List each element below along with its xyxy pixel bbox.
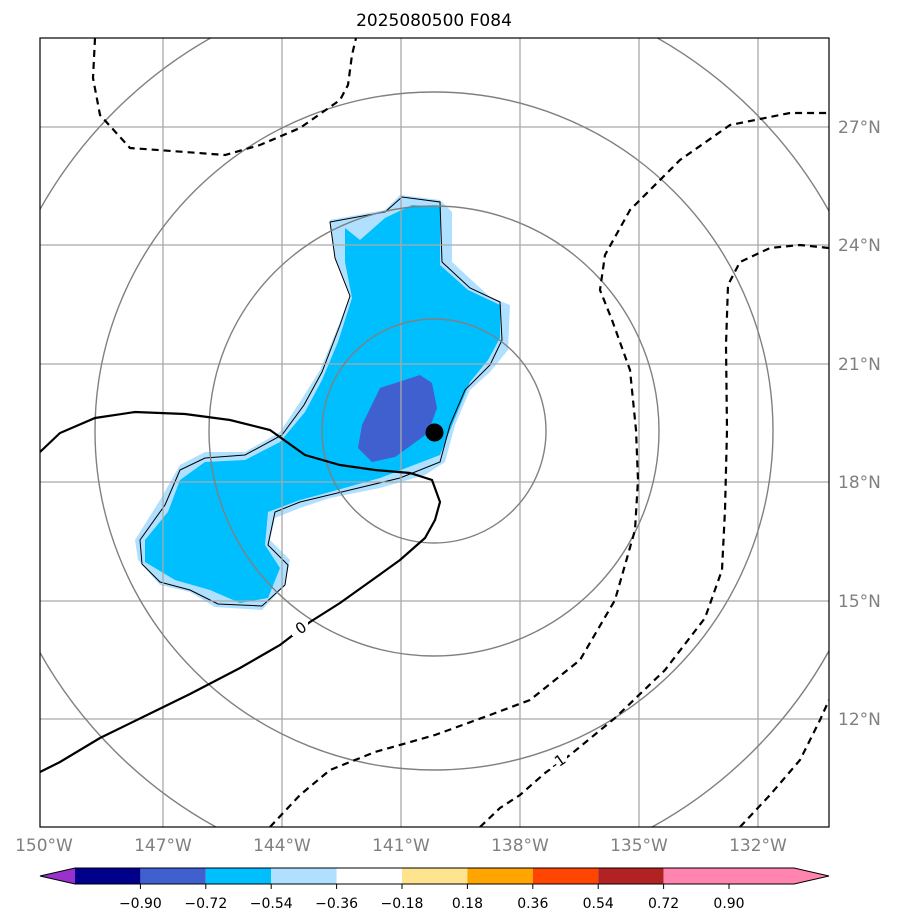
colorbar-segment-9: [598, 868, 664, 884]
dashed-contour-right: [479, 243, 829, 827]
colorbar-segment-4: [271, 868, 337, 884]
y-tick-18n: 18°N: [838, 473, 881, 493]
y-tick-12n: 12°N: [838, 710, 881, 730]
colorbar-tick-6: 0.18: [452, 896, 483, 912]
y-tick-27n: 27°N: [838, 118, 881, 138]
y-tick-21n: 21°N: [838, 355, 881, 375]
x-tick-144w: 144°W: [253, 836, 311, 856]
range-ring-3: [94, 91, 774, 771]
colorbar-segment-5: [336, 868, 402, 884]
x-axis-ticks: 150°W 147°W 144°W 141°W 138°W 135°W 132°…: [15, 836, 787, 856]
range-ring-1: [321, 318, 547, 544]
y-tick-24n: 24°N: [838, 236, 881, 256]
colorbar-tick-9: 0.72: [648, 896, 679, 912]
y-axis-ticks: 27°N 24°N 21°N 18°N 15°N 12°N: [838, 118, 881, 730]
colorbar-tick-5: −0.18: [381, 896, 424, 912]
colorbar-segment-7: [467, 868, 533, 884]
dashed-contour-bottom-right: [739, 699, 829, 827]
colorbar-segment-10: [663, 868, 729, 884]
colorbar-tick-7: 0.36: [517, 896, 548, 912]
colorbar-segment-3: [205, 868, 272, 884]
colorbar: −0.90 −0.72 −0.54 −0.36 −0.18 0.18 0.36 …: [39, 867, 830, 912]
colorbar-under-extension: [40, 868, 75, 884]
field-cyan: [145, 205, 500, 603]
colorbar-tick-8: 0.54: [583, 896, 614, 912]
colorbar-outline: [39, 867, 830, 885]
colorbar-tick-1: −0.90: [119, 896, 162, 912]
colorbar-tick-3: −0.54: [250, 896, 293, 912]
colorbar-tick-4: −0.36: [315, 896, 358, 912]
colorbar-tick-2: −0.72: [184, 896, 227, 912]
x-tick-135w: 135°W: [610, 836, 668, 856]
colorbar-segment-1: [75, 868, 141, 884]
y-tick-15n: 15°N: [838, 592, 881, 612]
dashed-contours: [91, 38, 829, 827]
x-tick-147w: 147°W: [134, 836, 192, 856]
field-boundary: [139, 196, 503, 607]
x-tick-150w: 150°W: [15, 836, 73, 856]
dashed-contour-main: [269, 111, 829, 827]
shaded-field: [135, 195, 510, 610]
colorbar-tick-10: 0.90: [713, 896, 744, 912]
solid-contour-zero: [40, 410, 442, 773]
x-tick-132w: 132°W: [729, 836, 787, 856]
field-dark-blue: [358, 375, 437, 462]
x-tick-141w: 141°W: [372, 836, 430, 856]
range-ring-2: [208, 205, 660, 657]
range-rings: [40, 38, 829, 827]
dashed-contour-top-left: [91, 38, 358, 157]
colorbar-over-extension: [729, 868, 829, 884]
x-tick-138w: 138°W: [491, 836, 549, 856]
plot-frame: [39, 37, 830, 828]
colorbar-segment-2: [140, 868, 206, 884]
colorbar-segment-8: [532, 868, 599, 884]
colorbar-segment-6: [402, 868, 468, 884]
storm-center-marker: [425, 423, 444, 442]
gridlines: [40, 38, 829, 827]
chart-title: 2025080500 F084: [356, 11, 512, 31]
